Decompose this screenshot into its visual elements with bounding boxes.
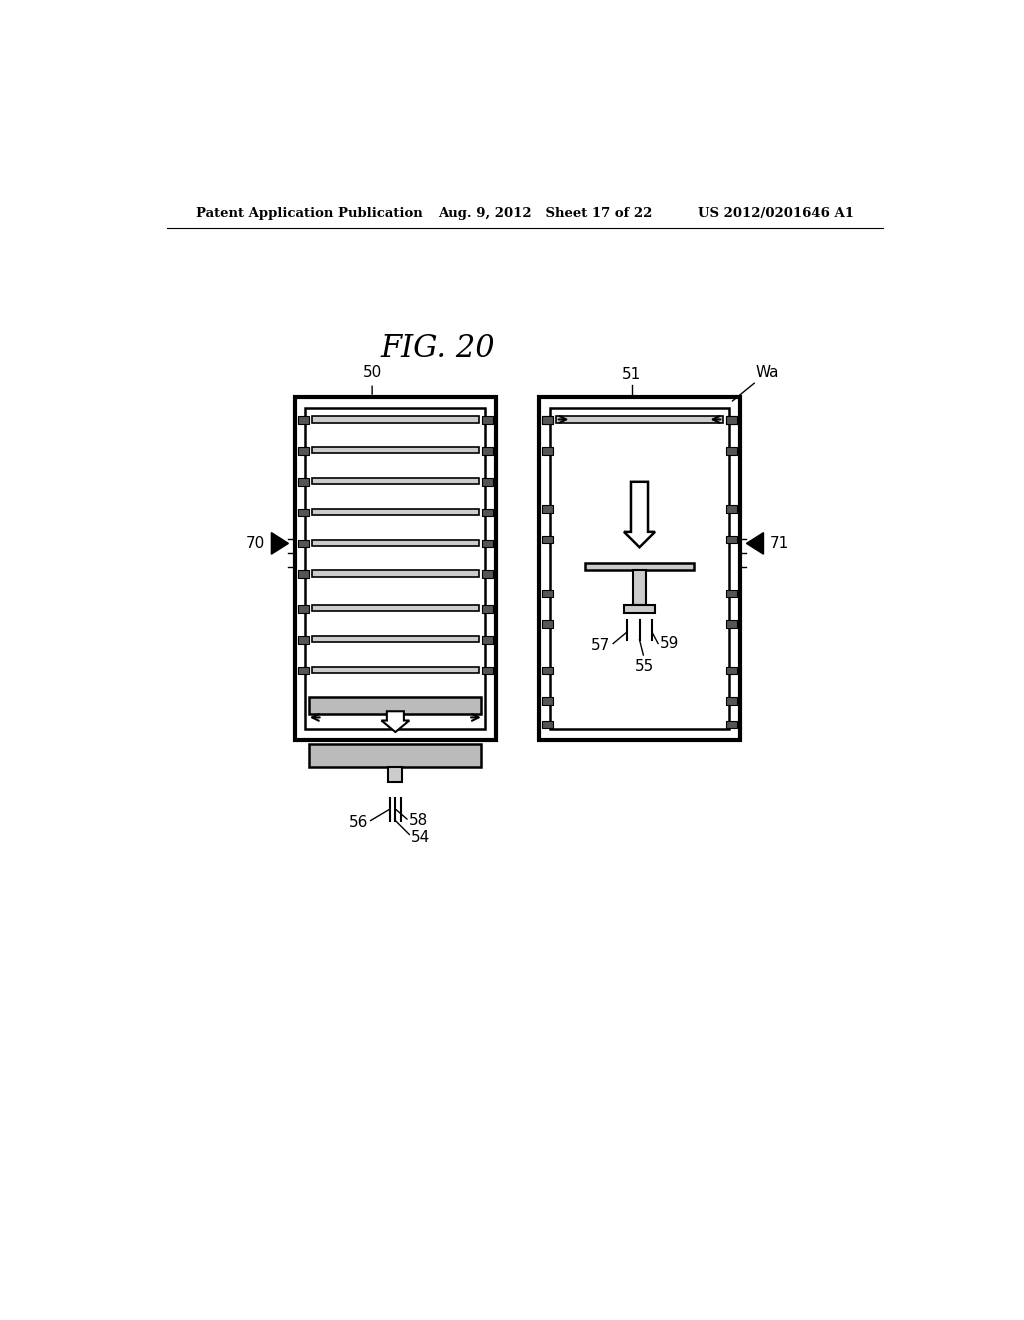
Bar xyxy=(539,397,740,739)
Text: 55: 55 xyxy=(635,659,654,675)
Bar xyxy=(482,416,493,424)
Bar xyxy=(542,447,553,455)
Text: Patent Application Publication: Patent Application Publication xyxy=(197,207,423,220)
Bar xyxy=(482,667,493,675)
Bar xyxy=(542,416,553,424)
Text: 56: 56 xyxy=(349,814,369,830)
Bar xyxy=(295,397,496,739)
Bar xyxy=(542,590,553,598)
Bar xyxy=(305,408,485,729)
Bar xyxy=(726,416,737,424)
Bar xyxy=(311,508,479,515)
Text: 70: 70 xyxy=(246,536,265,550)
Bar xyxy=(542,620,553,628)
Bar xyxy=(726,667,737,675)
Bar xyxy=(298,478,308,486)
Bar xyxy=(311,540,479,545)
Bar xyxy=(482,447,493,455)
Bar xyxy=(726,697,737,705)
Bar xyxy=(482,636,493,644)
Bar xyxy=(311,605,479,611)
Bar xyxy=(482,570,493,578)
Bar xyxy=(298,508,308,516)
Polygon shape xyxy=(381,711,410,733)
Bar xyxy=(550,408,729,729)
Bar xyxy=(542,721,553,729)
Bar xyxy=(542,697,553,705)
Text: 71: 71 xyxy=(770,536,788,550)
Bar xyxy=(726,536,737,544)
Bar xyxy=(726,721,737,729)
Polygon shape xyxy=(624,482,655,548)
Text: 54: 54 xyxy=(411,830,430,845)
Bar xyxy=(309,697,481,714)
Bar xyxy=(542,667,553,675)
Bar xyxy=(298,636,308,644)
Bar xyxy=(311,636,479,642)
Bar xyxy=(482,508,493,516)
Text: 51: 51 xyxy=(623,367,641,381)
Bar xyxy=(556,416,723,422)
Bar xyxy=(298,447,308,455)
Bar xyxy=(309,743,481,767)
Bar xyxy=(311,447,479,453)
Bar xyxy=(482,540,493,548)
Bar xyxy=(298,570,308,578)
Bar xyxy=(298,667,308,675)
Bar xyxy=(633,570,646,605)
Bar xyxy=(482,478,493,486)
Text: 58: 58 xyxy=(409,813,428,828)
Text: Aug. 9, 2012   Sheet 17 of 22: Aug. 9, 2012 Sheet 17 of 22 xyxy=(438,207,652,220)
Bar xyxy=(542,536,553,544)
Text: US 2012/0201646 A1: US 2012/0201646 A1 xyxy=(697,207,854,220)
Bar xyxy=(726,506,737,512)
Bar xyxy=(298,540,308,548)
Bar xyxy=(311,416,479,422)
Text: 59: 59 xyxy=(659,636,679,651)
Bar xyxy=(298,605,308,612)
Bar xyxy=(726,620,737,628)
Text: Wa: Wa xyxy=(756,366,779,380)
Bar xyxy=(726,416,737,424)
Polygon shape xyxy=(271,533,289,554)
Bar xyxy=(542,416,553,424)
Text: FIG. 20: FIG. 20 xyxy=(381,333,496,364)
Bar xyxy=(388,767,402,781)
Bar xyxy=(311,570,479,577)
Bar xyxy=(726,447,737,455)
Text: 57: 57 xyxy=(591,638,610,652)
Polygon shape xyxy=(746,533,764,554)
Bar xyxy=(586,562,693,570)
Bar xyxy=(482,605,493,612)
Bar xyxy=(311,478,479,484)
Bar xyxy=(311,667,479,673)
Text: 50: 50 xyxy=(362,366,382,380)
Bar xyxy=(726,590,737,598)
Bar xyxy=(624,605,655,612)
Bar xyxy=(542,506,553,512)
Bar xyxy=(298,416,308,424)
